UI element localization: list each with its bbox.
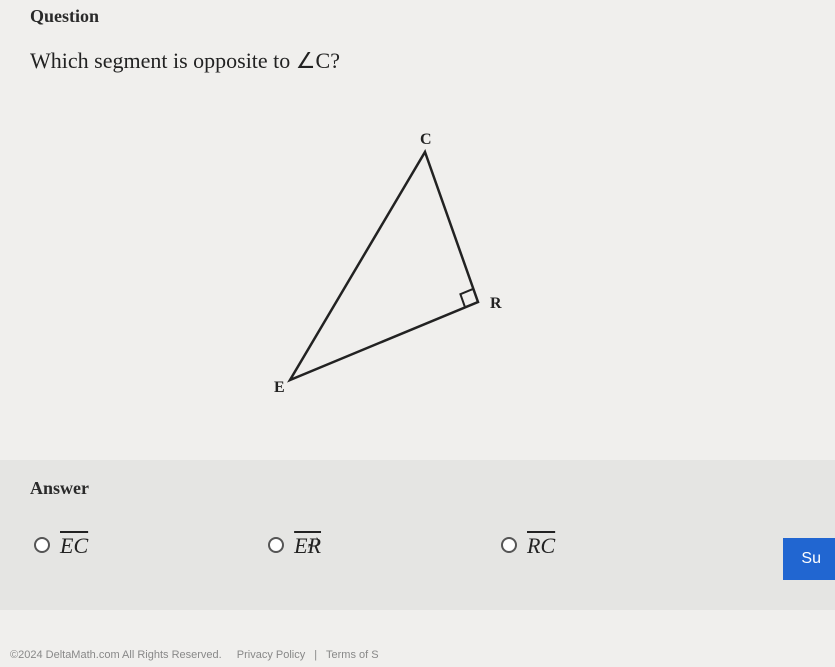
- triangle-svg: C R E: [250, 130, 570, 410]
- option-label: RC: [527, 531, 555, 559]
- radio-icon: [268, 537, 284, 553]
- triangle-diagram: C R E: [250, 130, 570, 410]
- question-suffix: ?: [330, 48, 340, 73]
- vertex-label-e: E: [274, 379, 285, 396]
- radio-icon: [34, 537, 50, 553]
- submit-button[interactable]: Su: [783, 538, 835, 580]
- footer-sep: |: [314, 649, 317, 661]
- footer-privacy-link[interactable]: Privacy Policy: [237, 649, 305, 661]
- angle-vertex: C: [316, 48, 331, 73]
- answer-header: Answer: [30, 478, 805, 499]
- segment-text: EC: [60, 533, 88, 558]
- footer: ©2024 DeltaMath.com All Rights Reserved.…: [10, 649, 379, 661]
- triangle-shape: [290, 152, 478, 380]
- radio-icon: [501, 537, 517, 553]
- question-text: Which segment is opposite to ∠C?: [30, 48, 340, 74]
- option-label: EC: [60, 531, 88, 559]
- option-rc[interactable]: RC: [501, 531, 555, 559]
- option-ec[interactable]: EC: [34, 531, 88, 559]
- option-er[interactable]: ER ⤾: [268, 531, 321, 559]
- vertex-label-r: R: [490, 295, 502, 312]
- angle-symbol: ∠: [296, 48, 316, 73]
- question-header: Question: [30, 6, 99, 27]
- options-row: EC ER ⤾ RC: [30, 531, 805, 559]
- vertex-label-c: C: [420, 131, 432, 148]
- page-root: Question Which segment is opposite to ∠C…: [0, 0, 835, 667]
- cursor-icon: ⤾: [308, 535, 319, 551]
- answer-section: Answer EC ER ⤾ RC: [0, 460, 835, 610]
- footer-copyright: ©2024 DeltaMath.com All Rights Reserved.: [10, 649, 222, 661]
- question-prefix: Which segment is opposite to: [30, 48, 296, 73]
- segment-text: RC: [527, 533, 555, 558]
- footer-terms-link[interactable]: Terms of S: [326, 649, 379, 661]
- option-label: ER ⤾: [294, 531, 321, 559]
